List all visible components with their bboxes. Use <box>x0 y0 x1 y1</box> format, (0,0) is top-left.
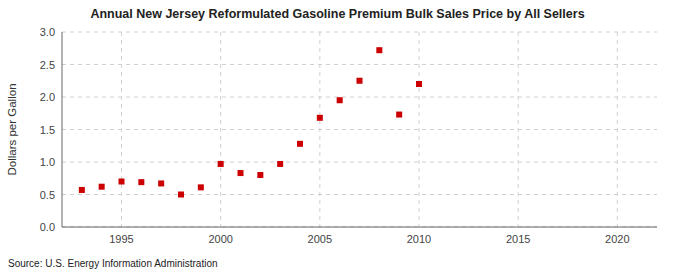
point <box>79 187 85 193</box>
y-tick-label: 2.5 <box>40 59 55 71</box>
y-axis-label: Dollars per Gallon <box>6 83 18 175</box>
y-tick-label: 1.0 <box>40 156 55 168</box>
chart: Annual New Jersey Reformulated Gasoline … <box>0 0 675 275</box>
x-tick-label: 2000 <box>208 233 232 245</box>
point <box>198 184 204 190</box>
x-grid-line <box>121 32 122 227</box>
x-axis-line <box>62 227 657 228</box>
point <box>277 161 283 167</box>
axes: 0.0 0.5 1.0 1.5 2.0 2.5 3.0 1995 2000 2005 2010 201… <box>40 26 657 245</box>
y-grid-line <box>62 194 657 195</box>
point <box>297 141 303 147</box>
x-tick-label: 1995 <box>109 233 133 245</box>
point <box>99 184 105 190</box>
point <box>138 179 144 185</box>
points <box>79 47 422 197</box>
point <box>396 112 402 118</box>
y-tick-label: 3.0 <box>40 26 55 38</box>
point <box>337 97 343 103</box>
y-tick-label: 2.0 <box>40 91 55 103</box>
point <box>178 192 184 198</box>
y-grid-line <box>62 32 657 33</box>
point <box>158 180 164 186</box>
y-grid-line <box>62 97 657 98</box>
y-grid-line <box>62 227 657 228</box>
x-grid-line <box>518 32 519 227</box>
source-annotation: Source: U.S. Energy Information Administ… <box>8 258 218 269</box>
y-tick-label: 0.5 <box>40 189 55 201</box>
point <box>357 78 363 84</box>
title: Annual New Jersey Reformulated Gasoline … <box>90 7 584 21</box>
x-tick-label: 2005 <box>308 233 332 245</box>
x-grid-line <box>319 32 320 227</box>
x-tick-label: 2010 <box>407 233 431 245</box>
x-grid-line <box>419 32 420 227</box>
point <box>119 179 125 185</box>
y-tick-label: 1.5 <box>40 124 55 136</box>
point <box>257 172 263 178</box>
point <box>218 161 224 167</box>
x-grid-line <box>220 32 221 227</box>
y-tick-label: 0.0 <box>40 221 55 233</box>
point <box>238 170 244 176</box>
grid <box>62 32 657 227</box>
x-tick-label: 2020 <box>605 233 629 245</box>
chart-container: Annual New Jersey Reformulated Gasoline … <box>0 0 675 275</box>
point <box>416 81 422 87</box>
y-grid-line <box>62 162 657 163</box>
y-grid-line <box>62 64 657 65</box>
y-grid-line <box>62 129 657 130</box>
x-grid-line <box>617 32 618 227</box>
point <box>376 47 382 53</box>
point <box>317 115 323 121</box>
y-axis-line <box>62 32 63 227</box>
x-tick-label: 2015 <box>506 233 530 245</box>
background <box>0 0 675 275</box>
